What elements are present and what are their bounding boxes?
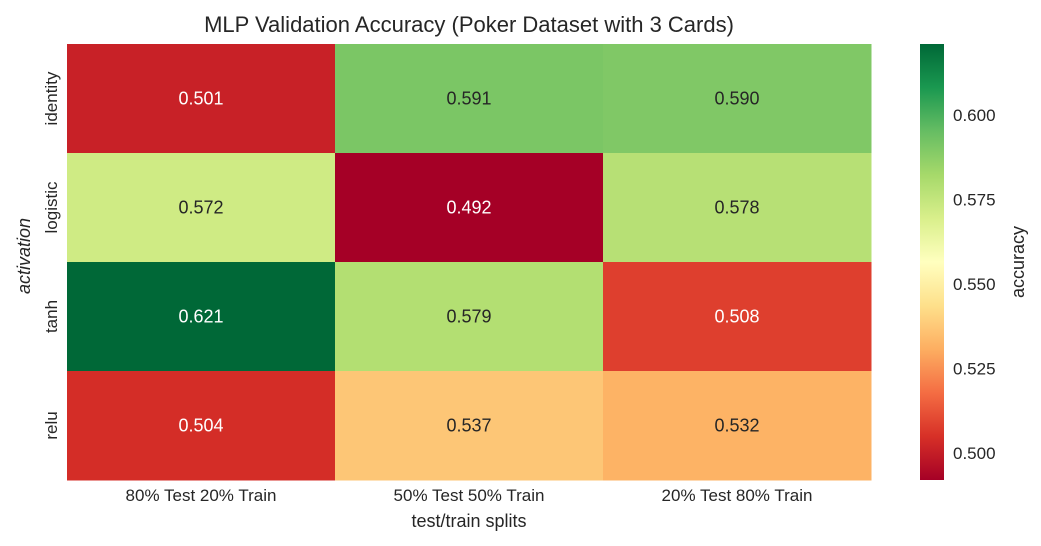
- colorbar-tick-label: 0.525: [953, 359, 996, 378]
- y-tick-label: logistic: [42, 181, 61, 233]
- heatmap-cell: [67, 262, 336, 372]
- colorbar-tick-label: 0.575: [953, 190, 996, 209]
- x-tick-label: 80% Test 20% Train: [126, 486, 277, 505]
- x-tick-label: 20% Test 80% Train: [662, 486, 813, 505]
- cell-value-label: 0.591: [446, 89, 491, 109]
- colorbar-tick-label: 0.550: [953, 275, 996, 294]
- heatmap-cell: [603, 153, 872, 263]
- heatmap-cell: [335, 371, 604, 481]
- y-axis-label: activation: [14, 218, 34, 294]
- cell-value-label: 0.621: [178, 307, 223, 327]
- chart-title: MLP Validation Accuracy (Poker Dataset w…: [204, 12, 734, 37]
- heatmap-cell: [603, 262, 872, 372]
- cell-value-label: 0.508: [714, 307, 759, 327]
- y-tick-labels: identity logistic tanh relu: [42, 71, 61, 440]
- y-tick-label: tanh: [42, 300, 61, 333]
- heatmap-cell: [603, 371, 872, 481]
- heatmap-cell: [67, 153, 336, 263]
- cell-value-label: 0.501: [178, 89, 223, 109]
- cell-value-label: 0.578: [714, 198, 759, 218]
- heatmap-cell: [335, 44, 604, 154]
- colorbar-tick-label: 0.500: [953, 444, 996, 463]
- heatmap-cell: [335, 153, 604, 263]
- heatmap-cell: [67, 44, 336, 154]
- y-tick-label: identity: [42, 71, 61, 125]
- colorbar-ticks: 0.500 0.525 0.550 0.575 0.600: [953, 106, 996, 463]
- cell-value-label: 0.579: [446, 307, 491, 327]
- colorbar-tick-label: 0.600: [953, 106, 996, 125]
- heatmap-cells: 0.501 0.591 0.590 0.572 0.492 0.578 0.621 0.579…: [67, 44, 872, 481]
- heatmap-cell: [67, 371, 336, 481]
- heatmap-cell: [603, 44, 872, 154]
- cell-value-label: 0.492: [446, 198, 491, 218]
- x-axis-label: test/train splits: [411, 511, 526, 531]
- cell-value-label: 0.504: [178, 416, 223, 436]
- x-tick-label: 50% Test 50% Train: [394, 486, 545, 505]
- cell-value-label: 0.537: [446, 416, 491, 436]
- colorbar-label: accuracy: [1008, 226, 1028, 298]
- cell-value-label: 0.572: [178, 198, 223, 218]
- cell-value-label: 0.590: [714, 89, 759, 109]
- y-tick-label: relu: [42, 411, 61, 439]
- x-tick-labels: 80% Test 20% Train 50% Test 50% Train 20% …: [126, 486, 813, 505]
- cell-value-label: 0.532: [714, 416, 759, 436]
- heatmap-cell: [335, 262, 604, 372]
- colorbar: [920, 44, 944, 480]
